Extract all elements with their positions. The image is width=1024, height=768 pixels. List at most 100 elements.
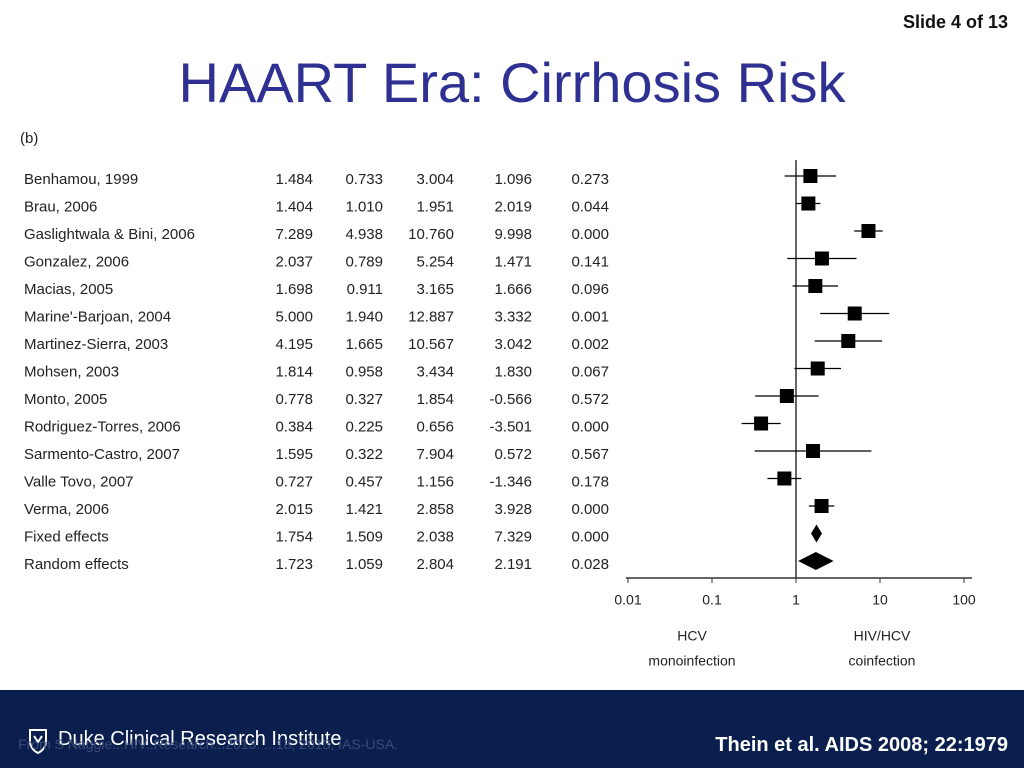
lower-limit-value: 0.911 <box>347 281 383 298</box>
effect-square <box>814 251 829 266</box>
upper-limit-value: 3.434 <box>416 363 454 380</box>
effect-square <box>841 334 856 348</box>
lower-limit-value: 0.733 <box>345 171 383 188</box>
effect-square <box>754 416 769 431</box>
study-label: Sarmento-Castro, 2007 <box>24 446 180 463</box>
z-value: -1.346 <box>489 473 532 490</box>
x-axis-tick-label: 10 <box>872 592 888 608</box>
odds-ratio-value: 0.727 <box>275 473 313 490</box>
lower-limit-value: 1.940 <box>345 308 383 325</box>
lower-limit-value: 1.509 <box>345 528 383 545</box>
lower-limit-value: 0.225 <box>345 418 383 435</box>
p-value: 0.000 <box>571 528 609 545</box>
effect-square <box>814 499 829 513</box>
p-value: 0.141 <box>571 253 609 270</box>
odds-ratio-value: 0.778 <box>275 391 313 408</box>
study-label: Gonzalez, 2006 <box>24 253 129 270</box>
p-value: 0.000 <box>571 501 609 518</box>
upper-limit-value: 3.004 <box>416 171 454 188</box>
odds-ratio-value: 1.723 <box>275 556 313 573</box>
odds-ratio-value: 1.595 <box>275 446 313 463</box>
effect-square <box>803 169 818 183</box>
upper-limit-value: 2.858 <box>416 501 454 518</box>
study-label: Monto, 2005 <box>24 391 107 408</box>
z-value: 9.998 <box>494 226 532 243</box>
odds-ratio-value: 0.384 <box>275 418 313 435</box>
x-axis-tick-label: 1 <box>792 592 800 608</box>
right-label-line-2: coinfection <box>849 653 916 669</box>
upper-limit-value: 10.760 <box>408 226 454 243</box>
upper-limit-value: 2.804 <box>416 556 454 573</box>
odds-ratio-value: 2.037 <box>275 253 313 270</box>
p-value: 0.178 <box>571 473 609 490</box>
odds-ratio-value: 1.814 <box>275 363 313 380</box>
effect-square <box>847 306 862 321</box>
p-value: 0.273 <box>571 171 609 188</box>
p-value: 0.001 <box>571 308 609 325</box>
summary-diamond <box>811 524 822 543</box>
effect-square <box>808 279 823 293</box>
study-label: Marine'-Barjoan, 2004 <box>24 308 171 325</box>
z-value: -0.566 <box>489 391 532 408</box>
lower-limit-value: 1.421 <box>345 501 383 518</box>
upper-limit-value: 7.904 <box>416 446 454 463</box>
panel-label: (b) <box>20 130 39 147</box>
odds-ratio-value: 7.289 <box>275 226 313 243</box>
upper-limit-value: 1.854 <box>416 391 454 408</box>
odds-ratio-value: 1.754 <box>275 528 313 545</box>
odds-ratio-value: 2.015 <box>275 501 313 518</box>
upper-limit-value: 12.887 <box>408 308 454 325</box>
lower-limit-value: 1.665 <box>345 336 383 353</box>
p-value: 0.028 <box>571 556 609 573</box>
p-value: 0.572 <box>571 391 609 408</box>
z-value: 3.332 <box>494 308 532 325</box>
upper-limit-value: 10.567 <box>408 336 454 353</box>
institute-name: Duke Clinical Research Institute <box>58 728 342 750</box>
slide-title: HAART Era: Cirrhosis Risk <box>178 51 846 114</box>
effect-square <box>801 196 816 211</box>
z-value: -3.501 <box>489 418 532 435</box>
duke-shield-icon <box>29 729 47 754</box>
z-value: 1.096 <box>494 171 532 188</box>
slide-counter: Slide 4 of 13 <box>902 12 1008 32</box>
x-axis-tick-label: 0.1 <box>702 592 722 608</box>
odds-ratio-value: 1.404 <box>275 198 313 215</box>
z-value: 0.572 <box>494 446 532 463</box>
effect-square <box>810 361 825 376</box>
p-value: 0.096 <box>571 281 609 298</box>
z-value: 3.042 <box>494 336 532 353</box>
study-label: Benhamou, 1999 <box>24 171 138 188</box>
right-label-line-1: HIV/HCV <box>854 628 911 644</box>
p-value: 0.000 <box>571 418 609 435</box>
z-value: 7.329 <box>494 528 532 545</box>
z-value: 2.191 <box>494 556 532 573</box>
z-value: 1.666 <box>494 281 532 298</box>
upper-limit-value: 0.656 <box>416 418 454 435</box>
study-label: Mohsen, 2003 <box>24 363 119 380</box>
p-value: 0.002 <box>571 336 609 353</box>
lower-limit-value: 0.322 <box>345 446 383 463</box>
odds-ratio-value: 1.484 <box>275 171 313 188</box>
p-value: 0.567 <box>571 446 609 463</box>
effect-square <box>779 389 794 403</box>
z-value: 2.019 <box>494 198 532 215</box>
study-label: Valle Tovo, 2007 <box>24 473 134 490</box>
study-label: Rodriguez-Torres, 2006 <box>24 418 181 435</box>
effect-square <box>777 471 792 486</box>
p-value: 0.044 <box>571 198 609 215</box>
lower-limit-value: 1.059 <box>345 556 383 573</box>
footer-bar: Duke Clinical Research Institute From S … <box>0 690 1024 768</box>
effect-square <box>806 444 821 458</box>
upper-limit-value: 1.951 <box>416 198 454 215</box>
study-label: Gaslightwala & Bini, 2006 <box>24 226 195 243</box>
effect-square <box>861 224 876 238</box>
odds-ratio-value: 5.000 <box>275 308 313 325</box>
p-value: 0.067 <box>571 363 609 380</box>
x-axis-tick-label: 0.01 <box>614 592 641 608</box>
forest-plot: Benhamou, 1999 1.484 0.733 3.004 1.096 0.273 B… <box>24 160 976 669</box>
left-label-line-1: HCV <box>677 628 707 644</box>
upper-limit-value: 3.165 <box>416 281 454 298</box>
study-label: Martinez-Sierra, 2003 <box>24 336 168 353</box>
x-axis-tick-label: 100 <box>952 592 976 608</box>
source-note: From S Naggie...HIV..Research...2013: ..… <box>18 736 399 752</box>
